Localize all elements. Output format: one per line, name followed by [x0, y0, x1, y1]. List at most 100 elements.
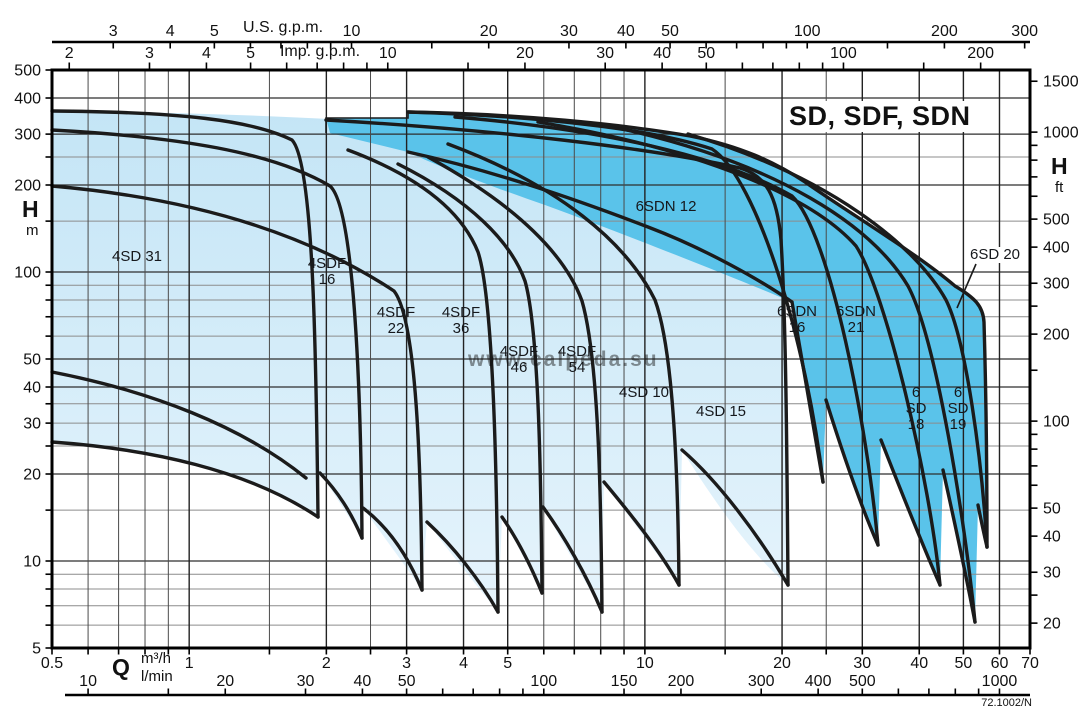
pump-curve — [50, 184, 424, 592]
pump-label-line: 4SDF — [441, 304, 481, 321]
pump-label-line: 54 — [568, 359, 586, 376]
grid-layer — [52, 70, 1030, 648]
pump-label-line: 18 — [907, 416, 925, 433]
pump-curve — [396, 162, 544, 595]
pump-label-line: 46 — [510, 359, 528, 376]
tick-label-hft: 300 — [1043, 276, 1070, 293]
tick-label-hft: 40 — [1043, 529, 1061, 546]
tick-label-us: 3 — [109, 23, 118, 40]
pump-curve — [879, 438, 942, 587]
pump-curve — [50, 109, 320, 519]
tick-label-m3h: 50 — [955, 655, 973, 672]
pump-curve — [346, 148, 500, 614]
pump-curve — [50, 370, 308, 480]
pump-curve-thin — [956, 263, 977, 309]
pump-label-line: 4SDF — [376, 304, 416, 321]
tick-label-hft: 100 — [1043, 414, 1070, 431]
pump-label-line: 6SD 20 — [969, 246, 1021, 263]
pump-label-4sd-31: 4SD 31 — [112, 249, 162, 265]
tick-label-imp: 10 — [379, 45, 397, 62]
tick-label-lmin: 200 — [668, 673, 695, 690]
pump-label-line: 16 — [318, 271, 336, 288]
pump-curve — [941, 468, 977, 624]
tick-label-lmin: 50 — [398, 673, 416, 690]
tick-label-imp: 30 — [596, 45, 614, 62]
pump-label-line: 6 — [911, 384, 921, 401]
pump-curve — [50, 128, 364, 540]
pump-curve — [976, 503, 989, 549]
tick-label-hft: 1000 — [1043, 125, 1079, 142]
pump-label-line: 6SDN 12 — [635, 198, 697, 215]
watermark-text: www.calpeda.su — [468, 348, 659, 371]
pump-label-6sd-18: 6 SD 18 — [906, 385, 927, 433]
pump-curve — [536, 120, 942, 587]
envelope-fill-6inch — [326, 112, 987, 622]
pump-label-line: 4SD 15 — [695, 403, 747, 420]
tick-label-m3h: 3 — [402, 655, 411, 672]
pump-curve — [425, 520, 500, 614]
head-axis-unit-left: m — [26, 222, 39, 239]
pump-label-line: SD — [947, 400, 969, 417]
tick-label-m3h: 1 — [185, 655, 194, 672]
tick-label-us: 200 — [931, 23, 958, 40]
chart-title: SD, SDF, SDN — [783, 101, 977, 132]
pump-label-6sdn-16: 6SDN 16 — [777, 304, 817, 336]
tick-label-hm: 40 — [23, 380, 41, 397]
tick-label-lmin: 10 — [79, 673, 97, 690]
tick-label-m3h: 30 — [853, 655, 871, 672]
tick-label-lmin: 100 — [530, 673, 557, 690]
pump-curve — [602, 480, 681, 587]
pump-label-line: 21 — [847, 319, 865, 336]
pump-curve — [680, 448, 790, 587]
tick-label-us: 30 — [560, 23, 578, 40]
head-axis-name-right: H — [1051, 153, 1068, 179]
pump-label-4sdf-16: 4SDF 16 — [308, 256, 346, 288]
flow-axis-unit-lmin: l/min — [141, 668, 173, 685]
pump-label-line: 4SDF — [307, 255, 347, 272]
tick-label-us: 100 — [794, 23, 821, 40]
pump-label-line: 19 — [949, 416, 967, 433]
curve-layer — [50, 109, 989, 624]
pump-label-6sd-20: 6SD 20 — [967, 246, 1023, 263]
tick-label-lmin: 1000 — [982, 673, 1018, 690]
pump-curve — [500, 515, 544, 595]
pump-label-line: 6 — [953, 384, 963, 401]
tick-label-hft: 1500 — [1043, 74, 1079, 91]
tick-label-imp: 5 — [246, 45, 255, 62]
pump-curve — [426, 155, 604, 614]
drawing-code: 72.1002/N — [981, 697, 1032, 709]
tick-label-hm: 50 — [23, 352, 41, 369]
tick-label-hft: 200 — [1043, 327, 1070, 344]
pump-label-4sdf-54: 4SDF 54 — [558, 344, 596, 376]
pump-curve — [453, 115, 880, 547]
tick-label-m3h: 20 — [773, 655, 791, 672]
head-axis-unit-right: ft — [1055, 179, 1064, 196]
tick-label-hm: 400 — [14, 91, 41, 108]
pump-label-line: 4SDF — [499, 343, 539, 360]
imp-gpm-axis-label: Imp. g.p.m. — [279, 43, 361, 60]
pump-curve — [318, 471, 364, 540]
pump-label-6sd-19: 6 SD 19 — [948, 385, 969, 433]
pump-curve — [406, 110, 989, 549]
tick-label-lmin: 500 — [849, 673, 876, 690]
tick-label-us: 4 — [166, 23, 175, 40]
pump-label-4sdf-22: 4SDF 22 — [377, 305, 415, 337]
pump-curve — [361, 506, 424, 592]
tick-label-m3h: 4 — [459, 655, 468, 672]
pump-label-6sdn-21: 6SDN 21 — [836, 304, 876, 336]
flow-axis-unit-m3h: m³/h — [141, 650, 171, 667]
tick-label-hm: 30 — [23, 416, 41, 433]
head-axis-name-left: H — [22, 196, 39, 222]
tick-label-lmin: 150 — [611, 673, 638, 690]
tick-label-us: 50 — [661, 23, 679, 40]
tick-label-lmin: 30 — [297, 673, 315, 690]
tick-label-m3h: 40 — [910, 655, 928, 672]
tick-label-imp: 50 — [697, 45, 715, 62]
tick-label-imp: 2 — [65, 45, 74, 62]
pump-curve — [541, 505, 604, 614]
pump-label-line: 4SDF — [557, 343, 597, 360]
pump-label-4sdf-46: 4SDF 46 — [500, 344, 538, 376]
pump-curve — [406, 150, 825, 484]
